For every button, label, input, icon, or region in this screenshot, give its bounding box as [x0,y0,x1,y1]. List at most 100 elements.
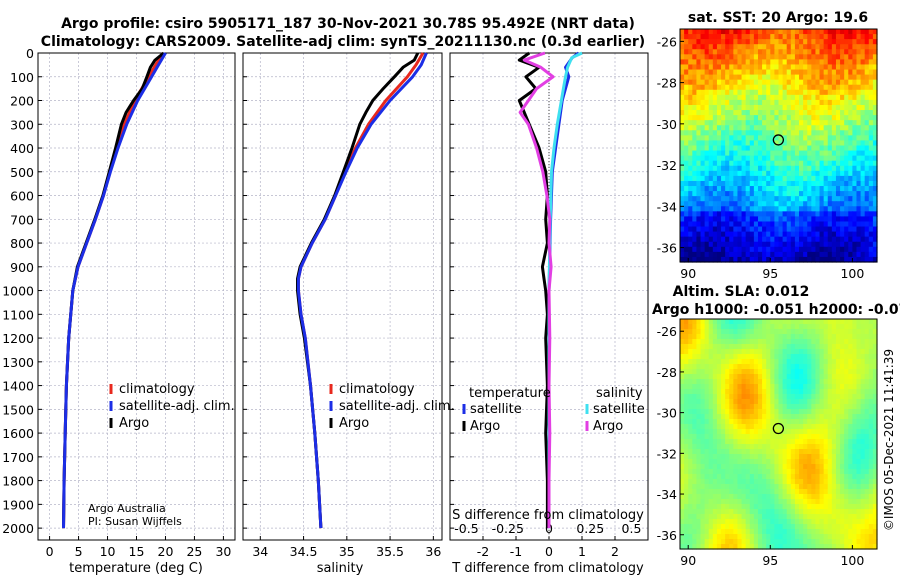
map-cell [827,349,833,355]
map-cell [811,494,817,500]
map-cell [790,165,796,172]
map-cell [737,175,743,182]
map-cell [700,180,706,187]
map-cell [778,359,784,365]
map-cell [803,519,808,525]
map-cell [696,414,702,420]
map-cell [864,359,870,365]
map-cell [823,140,829,147]
map-cell [700,54,706,60]
map-cell [790,439,796,445]
map-cell [831,484,837,490]
map-cell [803,434,808,440]
map-cell [852,504,858,510]
map-cell [827,251,833,258]
map-cell [848,186,853,192]
map-cell [786,170,792,177]
map-cell [721,534,726,540]
map-cell [688,49,693,55]
map-cell [872,165,878,172]
map-cell [745,469,751,475]
map-cell [799,241,804,248]
map-cell [799,251,804,258]
map-cell [688,544,693,550]
map-cell [716,359,722,365]
map-cell [757,145,763,152]
map-cell [757,170,763,177]
map-cell [860,339,866,345]
map-cell [770,221,775,228]
map-cell [770,514,775,520]
map-cell [819,349,825,355]
map-cell [790,241,796,248]
map-cell [778,489,784,495]
map-cell [749,339,755,345]
map-cell [819,191,825,197]
map-cell [827,384,833,390]
map-cell [725,344,730,350]
map-cell [823,216,829,223]
map-cell [844,191,849,197]
map-cell [868,236,874,243]
map-cell [786,120,792,126]
map-cell [835,369,841,375]
map-cell [868,534,874,540]
map-cell [848,484,853,490]
map-cell [803,484,808,490]
map-cell [844,99,849,106]
map-cell [729,201,734,207]
map-cell [815,404,821,410]
map-cell [790,196,796,202]
map-cell [725,324,730,330]
map-cell [778,89,784,96]
map-cell [835,110,841,116]
map-cell [868,69,874,76]
map-cell [872,186,878,192]
map-cell [749,354,755,360]
map-cell [827,110,833,116]
map-cell [696,539,702,545]
map-cell [716,89,722,96]
map-cell [848,29,853,35]
map-cell [729,494,734,500]
map-cell [716,439,722,445]
map-cell [840,499,845,505]
map-cell [782,334,788,340]
depth-tick-label: 600 [10,189,34,204]
map-cell [680,409,685,415]
map-cell [794,544,800,550]
map-cell [684,389,689,395]
map-cell [823,429,829,435]
map-cell [840,464,845,470]
map-cell [737,201,743,207]
map-cell [803,394,808,400]
map-cell [692,439,698,445]
map-cell [745,54,751,60]
map-cell [778,474,784,480]
map-cell [716,334,722,340]
map-cell [753,49,759,55]
map-cell [840,140,845,147]
map-cell [815,34,821,40]
map-cell [835,534,841,540]
map-cell [680,494,685,500]
map-cell [840,339,845,345]
map-cell [807,464,812,470]
map-cell [856,110,862,116]
map-cell [753,414,759,420]
map-cell [712,49,718,55]
map-cell [753,54,759,60]
map-cell [757,474,763,480]
map-cell [840,99,845,106]
map-cell [753,175,759,182]
map-cell [680,135,685,142]
map-cell [745,135,751,142]
map-cell [725,499,730,505]
map-cell [733,175,739,182]
map-cell [794,34,800,40]
map-cell [680,324,685,330]
map-cell [737,359,743,365]
map-cell [782,319,788,325]
map-cell [807,344,812,350]
map-cell [803,201,808,207]
